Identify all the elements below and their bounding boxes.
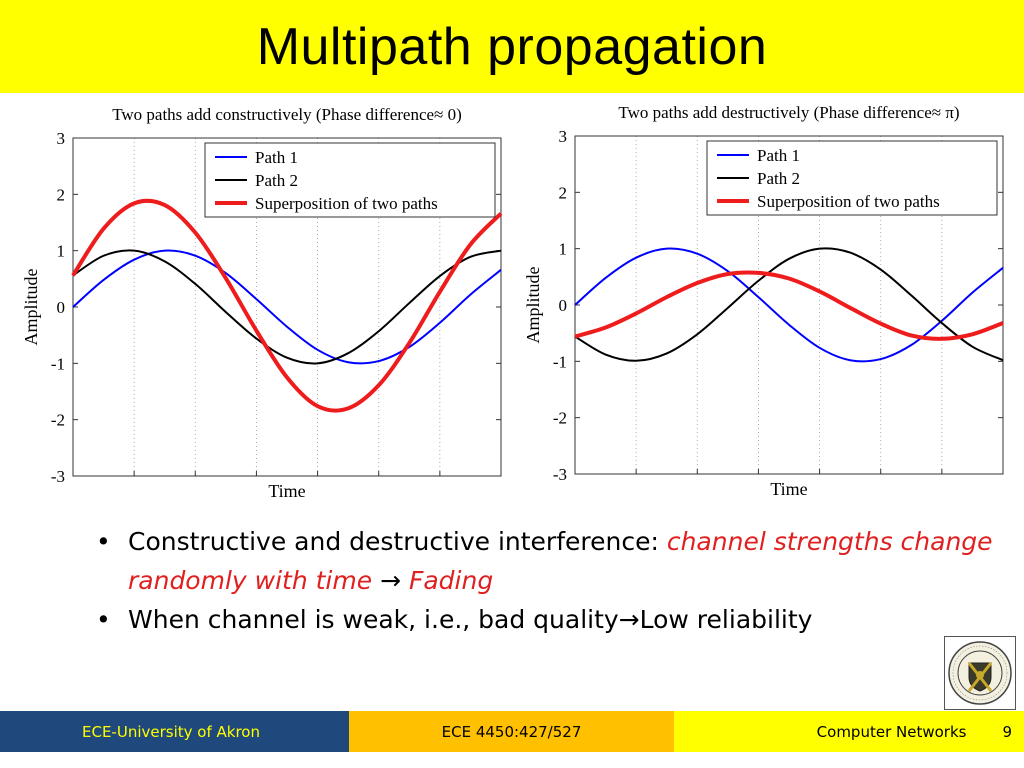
chart-svg: Two paths add constructively (Phase diff… bbox=[21, 105, 503, 500]
series-path-2-line bbox=[72, 249, 502, 365]
constructive-chart: Two paths add constructively (Phase diff… bbox=[20, 100, 510, 500]
series-path-1-line bbox=[72, 249, 502, 365]
bullet-emphasis-fading: Fading bbox=[408, 566, 494, 595]
x-axis-label: Time bbox=[770, 479, 807, 498]
university-seal-icon bbox=[944, 636, 1016, 710]
chart-svg: Two paths add destructively (Phase diffe… bbox=[523, 103, 1004, 498]
legend-label: Path 1 bbox=[757, 146, 800, 165]
bullet-dot-icon: • bbox=[96, 527, 111, 556]
chart-title: Two paths add constructively (Phase diff… bbox=[112, 105, 462, 124]
y-tick-label: -2 bbox=[553, 409, 567, 428]
title-bar: Multipath propagation bbox=[0, 0, 1024, 93]
footer-left: ECE-University of Akron bbox=[0, 711, 349, 752]
bullet-list: • Constructive and destructive interfere… bbox=[96, 522, 996, 639]
y-tick-label: 2 bbox=[559, 183, 568, 202]
y-axis-label: Amplitude bbox=[21, 268, 41, 345]
y-tick-label: 3 bbox=[559, 127, 568, 146]
series-path-1-line bbox=[574, 247, 1004, 363]
footer-topic: Computer Networks bbox=[816, 722, 967, 741]
legend-box bbox=[706, 140, 998, 216]
y-tick-label: 1 bbox=[559, 240, 568, 259]
y-tick-label: -1 bbox=[51, 354, 65, 373]
series-superposition-of-two-paths-line bbox=[574, 270, 1004, 341]
y-tick-label: -3 bbox=[553, 465, 567, 484]
legend-label: Superposition of two paths bbox=[255, 194, 438, 213]
slide-title: Multipath propagation bbox=[256, 17, 768, 76]
destructive-chart: Two paths add destructively (Phase diffe… bbox=[522, 98, 1012, 498]
y-tick-label: -3 bbox=[51, 467, 65, 486]
series-path-2-line bbox=[574, 247, 1004, 362]
bullet-text: Constructive and destructive interferenc… bbox=[128, 527, 667, 556]
bullet-arrow: → bbox=[372, 566, 409, 595]
y-tick-label: 1 bbox=[57, 242, 66, 261]
y-tick-label: -2 bbox=[51, 411, 65, 430]
bullet-emphasis: channel strengths change randomly with t… bbox=[128, 527, 993, 595]
y-tick-label: 2 bbox=[57, 185, 66, 204]
legend-box bbox=[204, 142, 496, 218]
legend-label: Path 2 bbox=[757, 169, 800, 188]
legend-label: Path 2 bbox=[255, 171, 298, 190]
footer-course: ECE 4450:427/527 bbox=[349, 711, 674, 752]
footer-right: Computer Networks 9 bbox=[674, 711, 1024, 752]
y-axis-label: Amplitude bbox=[523, 266, 543, 343]
bullet-text: When channel is weak, i.e., bad quality→… bbox=[128, 605, 813, 634]
footer: ECE-University of Akron ECE 4450:427/527… bbox=[0, 711, 1024, 752]
bullet-item: • When channel is weak, i.e., bad qualit… bbox=[96, 600, 996, 639]
y-tick-label: 0 bbox=[559, 296, 568, 315]
y-tick-label: -1 bbox=[553, 352, 567, 371]
legend-label: Superposition of two paths bbox=[757, 192, 940, 211]
y-tick-label: 0 bbox=[57, 298, 66, 317]
series-superposition-of-two-paths-line bbox=[71, 198, 503, 413]
legend-label: Path 1 bbox=[255, 148, 298, 167]
page-number: 9 bbox=[1002, 722, 1012, 741]
x-axis-label: Time bbox=[268, 481, 305, 500]
bullet-dot-icon: • bbox=[96, 605, 111, 634]
y-tick-label: 3 bbox=[57, 129, 66, 148]
chart-title: Two paths add destructively (Phase diffe… bbox=[618, 103, 959, 122]
bullet-item: • Constructive and destructive interfere… bbox=[96, 522, 996, 600]
